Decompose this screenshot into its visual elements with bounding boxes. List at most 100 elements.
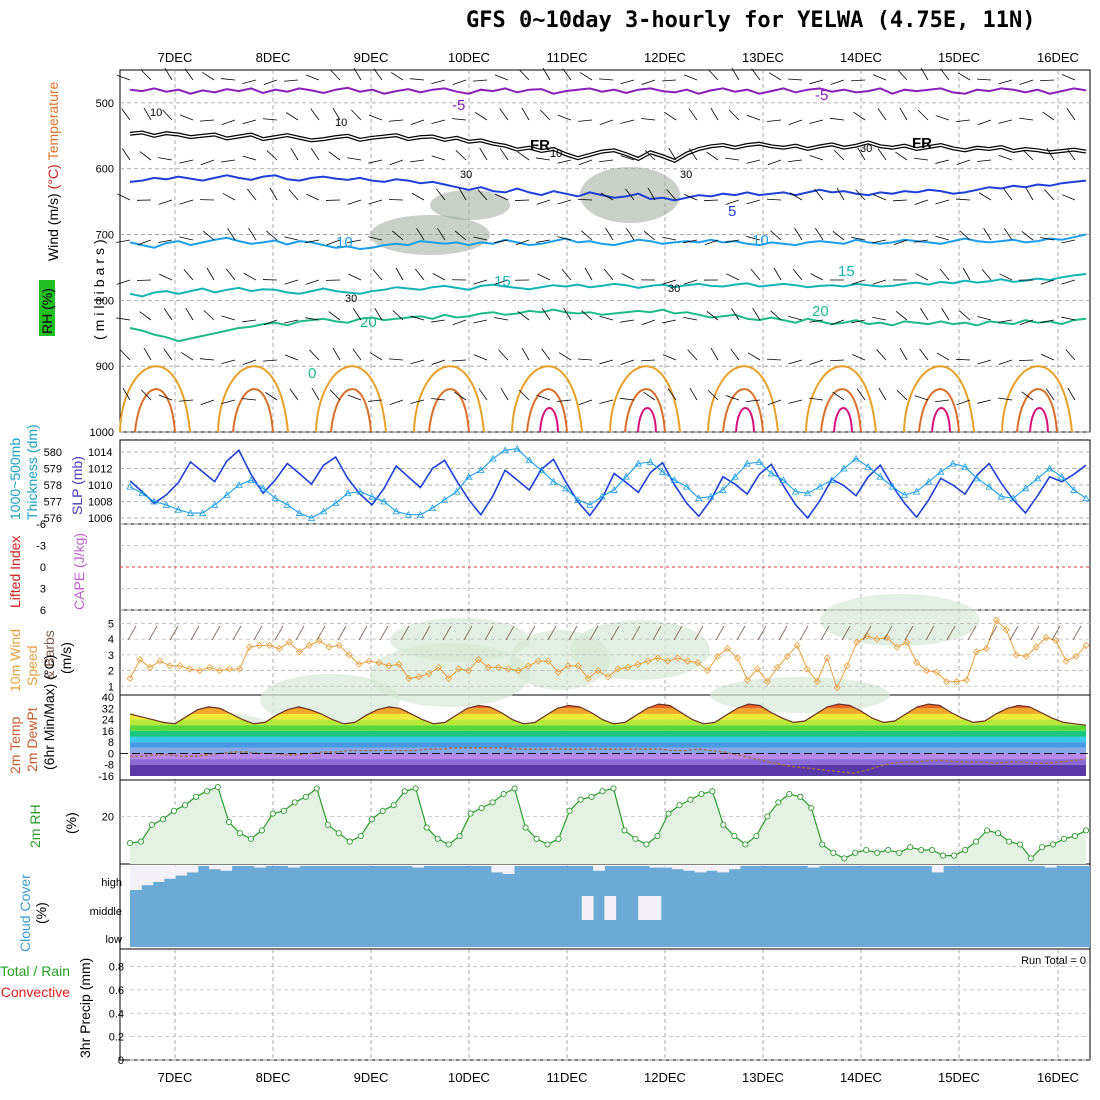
- cloud-ylabel: Cloud Cover: [17, 874, 33, 952]
- wind-barb: [662, 279, 677, 285]
- rh-point: [148, 821, 156, 828]
- wind-barb: [688, 108, 698, 121]
- middle-cloud-gap: [649, 896, 662, 920]
- wind-tick: 2: [108, 666, 114, 678]
- wind-barb: [558, 352, 572, 361]
- boundary-layer-contour: [903, 365, 975, 433]
- wind-barb: [746, 114, 761, 121]
- rh-point: [357, 832, 364, 840]
- wind-barb: [284, 319, 299, 324]
- wind-barb: [920, 67, 929, 81]
- slp-tick: 1006: [88, 513, 112, 525]
- wind-barb: [620, 155, 635, 161]
- thickness-point: [1058, 472, 1066, 480]
- wind-barb: [158, 394, 173, 401]
- wind-barb: [851, 79, 866, 82]
- wind-barb: [666, 189, 677, 201]
- rh-point: [775, 799, 782, 806]
- pressure-tick: 800: [96, 295, 114, 307]
- wind-barb: [163, 308, 173, 321]
- wind-barb: [584, 267, 593, 281]
- rh-ylabel: RH (%): [39, 288, 55, 334]
- wind-speed-point: [494, 663, 503, 671]
- wind-speed-point: [1012, 651, 1020, 659]
- wind-barb: [410, 399, 425, 404]
- wind-barb: [263, 319, 278, 326]
- wind-speed-point: [853, 638, 861, 646]
- wind-speed-point: [1062, 657, 1070, 665]
- rh-point: [401, 788, 408, 795]
- thickness-point: [912, 487, 921, 495]
- surface-wind-barb: [631, 625, 641, 641]
- wind-barb: [221, 399, 236, 405]
- isotherm-label: 15: [494, 273, 511, 290]
- wind-barb: [877, 108, 887, 121]
- rh-point: [1017, 841, 1024, 848]
- wind-barb: [939, 268, 950, 281]
- ylabel-part: (°C): [45, 164, 61, 189]
- wind-barb: [494, 317, 509, 321]
- wind-speed-point: [1052, 637, 1060, 645]
- surface-wind-barb: [526, 625, 536, 641]
- wind-barb: [1025, 187, 1034, 201]
- boundary-layer-contour: [413, 365, 485, 433]
- high-cloud-gap: [220, 866, 233, 871]
- date-label-bottom: 8DEC: [256, 1070, 291, 1085]
- lifted-index-tick: -3: [36, 541, 46, 553]
- surface-wind-barb: [211, 625, 221, 641]
- precip-legend-rain: Total / Rain: [0, 963, 70, 979]
- wind-barb: [452, 319, 467, 326]
- surface-wind-barb: [127, 625, 137, 641]
- rh-point: [555, 835, 562, 842]
- wind-barb: [473, 354, 488, 361]
- wind-barb: [1061, 239, 1076, 244]
- wind-barb: [431, 359, 446, 365]
- wind-barb: [185, 307, 194, 321]
- wind-speed-point: [913, 659, 921, 667]
- wind-barb: [372, 269, 383, 281]
- thickness-point: [295, 509, 304, 516]
- wind-barb: [956, 198, 971, 201]
- thickness-point: [1009, 494, 1018, 502]
- wind-barb: [311, 387, 320, 401]
- wind-barb: [851, 279, 866, 285]
- wind-barb: [788, 159, 803, 163]
- wind-speed-point: [186, 665, 194, 673]
- surface-wind-barb: [442, 625, 452, 641]
- boundary-layer-contour: [134, 388, 176, 433]
- rh-point: [654, 832, 661, 840]
- thickness-point: [610, 486, 618, 493]
- wind-speed-point: [425, 670, 433, 678]
- wind-speed-point: [733, 654, 742, 662]
- thickness-point: [368, 492, 376, 500]
- wind-barb: [599, 78, 614, 81]
- upper-air-ylabel: Wind (m/s) (°C) Temperature: [45, 81, 61, 261]
- high-cloud-gap: [412, 866, 425, 868]
- boundary-layer-contour: [428, 388, 470, 433]
- wind-barb: [833, 149, 845, 161]
- wind-barb: [620, 319, 635, 323]
- wind-barb: [662, 319, 677, 324]
- thickness-ylabel-2: Thickness (dm): [24, 424, 40, 520]
- rh-point: [269, 810, 276, 817]
- wind-barb: [263, 118, 278, 121]
- wind-barb: [328, 311, 341, 321]
- thickness-point: [283, 500, 291, 508]
- wind-speed-point: [1072, 652, 1080, 660]
- wind-speed-point: [863, 632, 871, 640]
- rh-label: 10: [550, 148, 562, 160]
- rh-point: [588, 793, 595, 800]
- wind-barb: [266, 150, 278, 161]
- middle-cloud-gap: [638, 896, 651, 920]
- boundary-layer-contour: [805, 365, 877, 433]
- wind-barb: [789, 192, 803, 201]
- lifted-index-ylabel: Lifted Index: [7, 536, 23, 608]
- wind-speed-point: [574, 662, 582, 670]
- surface-wind-barb: [421, 625, 431, 641]
- wind-speed-point: [753, 665, 761, 673]
- thickness-point: [816, 482, 824, 490]
- rh-point: [368, 816, 375, 823]
- thickness-point: [973, 474, 981, 482]
- temp-ylabel: (6hr Min/Max) (°C): [41, 655, 57, 770]
- rh-point: [610, 785, 617, 792]
